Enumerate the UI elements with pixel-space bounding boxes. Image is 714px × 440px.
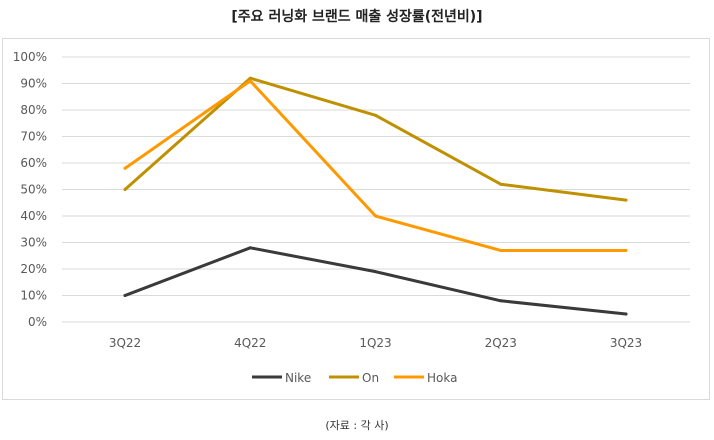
data-point-hoka — [123, 166, 127, 170]
data-point-on — [499, 182, 503, 186]
y-tick-label: 30% — [20, 236, 47, 250]
data-point-on — [624, 198, 628, 202]
y-tick-label: 50% — [20, 183, 47, 197]
x-tick-label: 1Q23 — [359, 336, 391, 350]
x-tick-label: 4Q22 — [234, 336, 266, 350]
data-point-on — [123, 188, 127, 191]
data-point-nike — [123, 294, 127, 297]
legend-label-hoka: Hoka — [427, 371, 457, 385]
legend: Nike On Hoka — [252, 371, 457, 385]
y-tick-label: 0% — [28, 315, 47, 329]
source-note: (자료 : 각 사) — [325, 419, 389, 432]
series-line-hoka — [123, 79, 628, 252]
data-point-hoka — [499, 248, 503, 252]
x-tick-label: 3Q23 — [610, 336, 642, 350]
y-tick-label: 10% — [20, 289, 47, 303]
series-line-on — [123, 76, 628, 202]
data-point-hoka — [248, 79, 252, 83]
y-axis-ticks: 0% 10% 20% 30% 40% 50% 60% 70% 80% 90% 100% — [13, 50, 47, 329]
data-point-nike — [624, 312, 628, 316]
y-tick-label: 90% — [20, 77, 47, 91]
data-point-nike — [374, 270, 377, 274]
data-point-on — [374, 113, 377, 117]
y-tick-label: 20% — [20, 262, 47, 276]
data-point-on — [248, 76, 252, 80]
y-tick-label: 80% — [20, 103, 47, 117]
legend-label-on: On — [362, 371, 379, 385]
x-tick-label: 3Q22 — [109, 336, 141, 350]
x-axis-ticks: 3Q22 4Q22 1Q23 2Q23 3Q23 — [109, 336, 642, 350]
chart-frame — [2, 38, 710, 400]
y-tick-label: 60% — [20, 156, 47, 170]
chart-title: [주요 러닝화 브랜드 매출 성장률(전년비)] — [231, 9, 483, 25]
y-tick-label: 40% — [20, 209, 47, 223]
series-lines — [123, 76, 628, 316]
series-line-nike — [123, 246, 628, 316]
data-point-nike — [248, 246, 252, 250]
legend-label-nike: Nike — [285, 371, 311, 385]
gridlines — [62, 56, 690, 323]
data-point-nike — [499, 299, 503, 303]
y-tick-label: 70% — [20, 130, 47, 144]
x-tick-label: 2Q23 — [485, 336, 517, 350]
y-tick-label: 100% — [13, 50, 47, 64]
data-point-hoka — [624, 248, 628, 252]
data-point-hoka — [374, 214, 377, 218]
